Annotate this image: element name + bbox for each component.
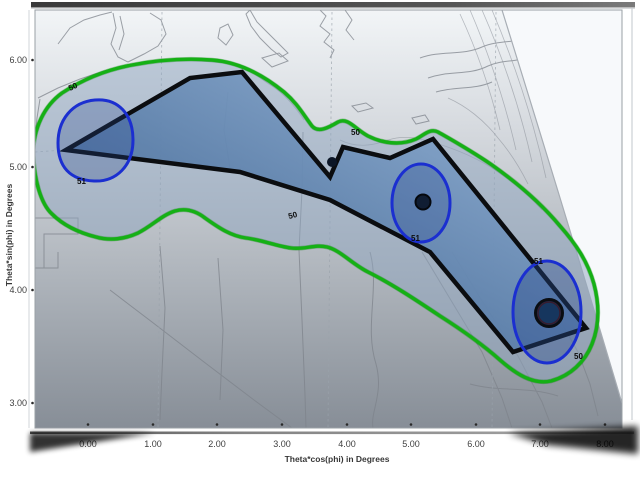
label-50-west: 50 [67,81,79,93]
bottom-right-shadow [508,426,638,454]
plot-frame [34,9,623,429]
x-tick-2: 2.00 [208,439,226,449]
x-axis-title: Theta*cos(phi) in Degrees [285,454,390,464]
label-51-west: 51 [77,177,86,186]
y-tick-labels: 6.00 5.00 4.00 3.00 [9,55,27,408]
contour-50-line-top [35,57,600,384]
contour-51-regions [56,98,583,365]
x-tick-5: 5.00 [402,439,420,449]
label-51-central: 51 [411,234,420,243]
beam-dot-east [534,298,564,328]
x-tick-0: 0.00 [79,439,97,449]
label-50-bottom: 50 [287,210,298,221]
bottom-left-shadow [30,433,155,452]
limb-meridian-fan [459,10,547,179]
y-tick-3: 3.00 [9,398,27,408]
x-tick-3: 3.00 [273,439,291,449]
top-window-bar [31,2,635,8]
x-tick-7: 7.00 [531,439,549,449]
beam-dot-east-ring [537,301,561,325]
earth-limb [501,10,622,406]
bottom-shadow-line [30,431,634,435]
x-tick-4: 4.00 [338,439,356,449]
x-tick-1: 1.00 [144,439,162,449]
label-50-top: 50 [351,128,360,137]
y-tick-5: 5.00 [9,162,27,172]
spec-polygon [59,69,590,355]
contour-value-labels: 50 50 50 50 51 51 51 [67,81,583,361]
y-tick-6: 6.00 [9,55,27,65]
y-axis-title: Theta*sin(phi) in Degrees [4,183,14,286]
beam-dot-small [327,157,337,167]
beam-dot-central [414,193,432,211]
contour-51-west [56,98,135,183]
x-tick-6: 6.00 [467,439,485,449]
map-layers: 50 50 50 50 51 51 51 [35,10,622,428]
y-tick-4: 4.00 [9,285,27,295]
off-earth-region [502,10,622,404]
tick-marks [31,58,607,426]
label-51-east: 51 [534,257,543,266]
label-50-east: 50 [574,352,583,361]
